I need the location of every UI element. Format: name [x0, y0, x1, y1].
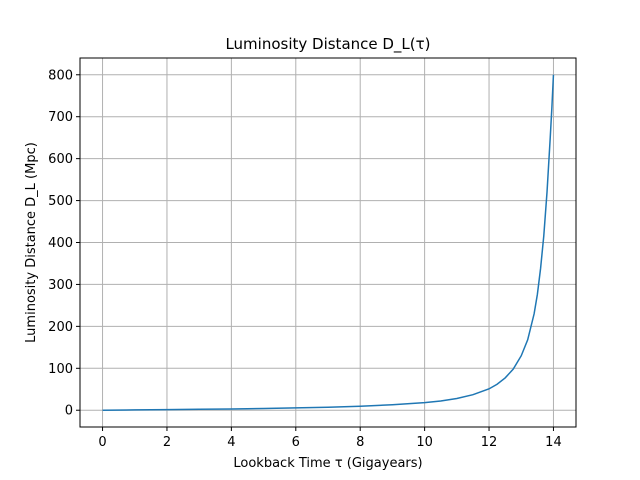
y-tick-label: 0: [65, 404, 73, 419]
x-tick-label: 14: [545, 435, 562, 450]
y-tick-label: 300: [48, 278, 73, 293]
y-tick-label: 800: [48, 68, 73, 83]
series-line: [102, 74, 555, 411]
y-tick-label: 500: [48, 194, 73, 209]
y-axis-label: Luminosity Distance D_L (Mpc): [24, 142, 39, 343]
x-tick-label: 4: [227, 435, 235, 450]
x-tick-label: 6: [292, 435, 300, 450]
chart-title: Luminosity Distance D_L(τ): [225, 35, 430, 54]
x-axis-label: Lookback Time τ (Gigayears): [233, 456, 422, 471]
x-tick-label: 10: [416, 435, 433, 450]
y-tick-label: 600: [48, 152, 73, 167]
x-tick-label: 12: [481, 435, 498, 450]
x-tick-label: 8: [356, 435, 364, 450]
y-tick-label: 400: [48, 236, 73, 251]
y-tick-label: 700: [48, 110, 73, 125]
ticks: 0 2 4 6 8 10 12 14 0 100 200 300 400 500 600 700 800: [48, 68, 562, 450]
y-tick-label: 200: [48, 320, 73, 335]
x-tick-label: 0: [98, 435, 106, 450]
y-tick-label: 100: [48, 362, 73, 377]
x-tick-label: 2: [163, 435, 171, 450]
